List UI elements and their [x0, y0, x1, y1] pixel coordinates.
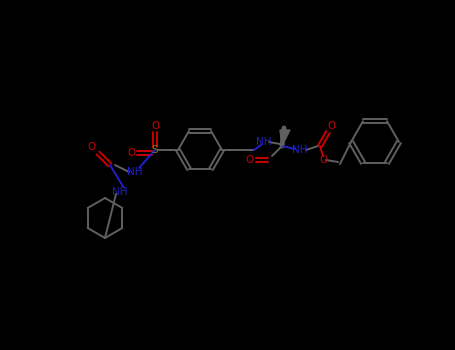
Text: O: O	[328, 121, 336, 131]
Text: NH: NH	[256, 137, 272, 147]
Text: O: O	[246, 155, 254, 165]
Text: O: O	[151, 121, 159, 131]
Text: NH: NH	[112, 187, 128, 197]
Text: O: O	[127, 148, 135, 158]
Polygon shape	[280, 130, 290, 146]
Text: NH: NH	[292, 145, 308, 155]
Text: O: O	[320, 155, 328, 165]
Text: O: O	[88, 142, 96, 152]
Text: S: S	[152, 145, 158, 155]
Text: NH: NH	[127, 167, 143, 177]
